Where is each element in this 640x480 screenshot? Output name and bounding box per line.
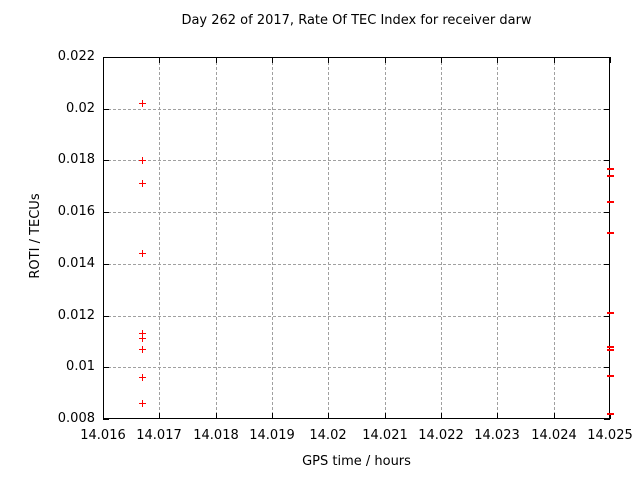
y-tick-right	[604, 419, 610, 420]
x-tick-label: 14.017	[136, 428, 182, 443]
x-gridline	[328, 57, 329, 419]
x-tick-label: 14.024	[531, 428, 577, 443]
y-gridline	[103, 264, 610, 265]
x-tick-label: 14.025	[587, 428, 633, 443]
x-tick-top	[610, 57, 611, 63]
x-tick-bottom	[610, 413, 611, 419]
y-tick-left	[103, 419, 109, 420]
y-tick-label: 0.012	[57, 308, 95, 323]
x-gridline	[497, 57, 498, 419]
plot-area	[103, 57, 614, 420]
x-gridline	[159, 57, 160, 419]
x-gridline	[554, 57, 555, 419]
y-tick-label: 0.018	[57, 152, 95, 167]
x-gridline	[441, 57, 442, 419]
y-tick-label: 0.01	[66, 359, 95, 374]
chart-title: Day 262 of 2017, Rate Of TEC Index for r…	[181, 13, 532, 28]
y-tick-label: 0.016	[57, 204, 95, 219]
y-gridline	[103, 160, 610, 161]
y-gridline	[103, 367, 610, 368]
y-tick-label: 0.014	[57, 256, 95, 271]
y-gridline	[103, 109, 610, 110]
x-tick-label: 14.016	[80, 428, 126, 443]
x-tick-label: 14.022	[418, 428, 464, 443]
grid-layer	[103, 57, 610, 419]
y-tick-label: 0.008	[57, 411, 95, 426]
x-axis-title: GPS time / hours	[302, 454, 411, 469]
x-gridline	[385, 57, 386, 419]
y-tick-label: 0.02	[66, 101, 95, 116]
x-gridline	[216, 57, 217, 419]
x-tick-label: 14.021	[362, 428, 408, 443]
y-tick-label: 0.022	[57, 49, 95, 64]
x-tick-label: 14.023	[474, 428, 520, 443]
y-gridline	[103, 212, 610, 213]
y-gridline	[103, 316, 610, 317]
x-tick-label: 14.018	[193, 428, 239, 443]
x-tick-label: 14.02	[309, 428, 347, 443]
x-gridline	[272, 57, 273, 419]
x-tick-label: 14.019	[249, 428, 295, 443]
